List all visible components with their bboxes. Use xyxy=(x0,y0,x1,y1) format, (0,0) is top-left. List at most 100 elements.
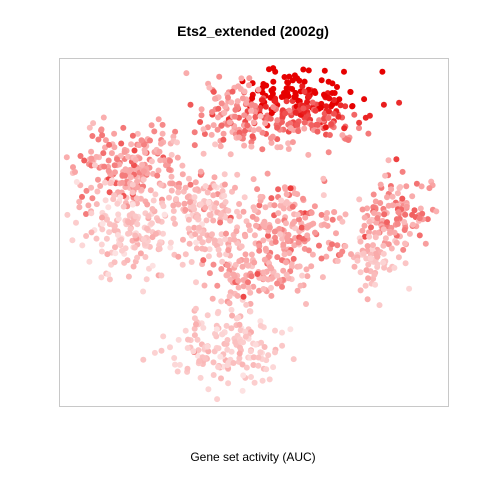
data-point xyxy=(222,236,229,243)
data-point xyxy=(248,251,255,258)
data-point xyxy=(111,223,118,229)
data-point xyxy=(102,137,109,144)
data-point xyxy=(148,158,155,165)
data-point xyxy=(257,349,264,356)
data-point xyxy=(357,238,364,245)
data-point xyxy=(215,114,221,121)
data-point xyxy=(279,283,285,290)
data-point xyxy=(292,109,299,116)
data-point xyxy=(402,211,409,218)
data-point xyxy=(312,107,319,114)
data-point xyxy=(296,216,302,223)
data-point xyxy=(279,342,286,349)
data-point xyxy=(234,98,241,105)
data-point xyxy=(372,234,379,241)
data-point xyxy=(235,277,242,284)
data-point xyxy=(237,327,244,334)
data-point xyxy=(200,150,207,157)
data-point xyxy=(184,345,191,351)
data-point xyxy=(149,234,156,241)
data-point xyxy=(416,215,423,222)
data-point xyxy=(120,124,127,131)
data-point xyxy=(88,210,95,217)
data-point xyxy=(206,246,213,253)
data-point xyxy=(155,116,162,123)
data-point xyxy=(134,254,141,261)
data-point xyxy=(132,232,139,239)
data-point xyxy=(138,186,145,193)
data-point xyxy=(318,255,325,262)
data-point xyxy=(157,157,164,164)
data-point xyxy=(204,189,211,196)
data-point xyxy=(399,195,406,202)
data-point xyxy=(381,264,388,271)
data-point xyxy=(283,199,290,205)
data-point xyxy=(422,240,429,247)
data-point xyxy=(301,78,308,85)
data-point xyxy=(226,236,233,243)
data-point xyxy=(312,229,318,236)
data-point xyxy=(257,193,264,200)
data-point xyxy=(305,67,312,74)
data-point xyxy=(202,204,209,211)
data-point xyxy=(250,354,257,361)
data-point xyxy=(154,172,161,179)
data-point xyxy=(261,344,268,350)
data-point xyxy=(242,328,249,335)
data-point xyxy=(97,183,104,189)
data-point xyxy=(76,198,83,205)
data-point xyxy=(163,162,169,169)
data-point xyxy=(291,190,298,197)
data-point xyxy=(218,122,225,129)
data-point xyxy=(215,345,222,352)
data-point xyxy=(106,141,113,148)
data-point xyxy=(388,186,395,193)
data-point xyxy=(326,95,333,102)
data-point xyxy=(217,211,224,218)
data-point xyxy=(354,257,361,264)
data-point xyxy=(255,86,262,93)
data-point xyxy=(277,231,284,238)
data-point xyxy=(205,386,212,393)
data-point xyxy=(99,132,106,139)
data-point xyxy=(79,242,86,249)
data-point xyxy=(285,93,292,100)
data-point xyxy=(200,324,207,331)
data-point xyxy=(275,186,282,193)
data-point xyxy=(268,265,275,272)
data-point xyxy=(77,153,84,159)
data-point xyxy=(380,101,387,108)
data-point xyxy=(102,179,109,186)
data-point xyxy=(275,210,282,217)
data-point xyxy=(240,372,247,379)
data-point xyxy=(217,353,224,360)
data-point xyxy=(190,203,197,210)
data-point xyxy=(105,271,112,278)
data-point xyxy=(111,130,118,137)
data-point xyxy=(126,212,133,219)
data-point xyxy=(187,101,194,108)
data-point xyxy=(299,83,306,90)
data-point xyxy=(225,380,232,387)
data-point xyxy=(274,272,281,279)
data-point xyxy=(326,132,333,138)
data-point xyxy=(212,330,218,337)
data-point xyxy=(218,266,225,272)
data-point xyxy=(320,175,327,182)
data-point xyxy=(271,228,278,235)
data-point xyxy=(321,221,328,228)
data-point xyxy=(170,133,177,140)
data-point xyxy=(303,301,309,307)
data-point xyxy=(234,208,240,215)
data-point xyxy=(150,197,157,204)
data-point xyxy=(88,229,95,236)
data-point xyxy=(329,90,336,96)
data-point xyxy=(406,285,413,292)
data-point xyxy=(191,142,198,149)
data-point xyxy=(339,132,346,139)
data-point xyxy=(191,129,198,136)
data-point xyxy=(175,336,182,343)
data-point xyxy=(232,339,239,346)
data-point xyxy=(255,362,262,369)
data-point xyxy=(274,280,281,287)
